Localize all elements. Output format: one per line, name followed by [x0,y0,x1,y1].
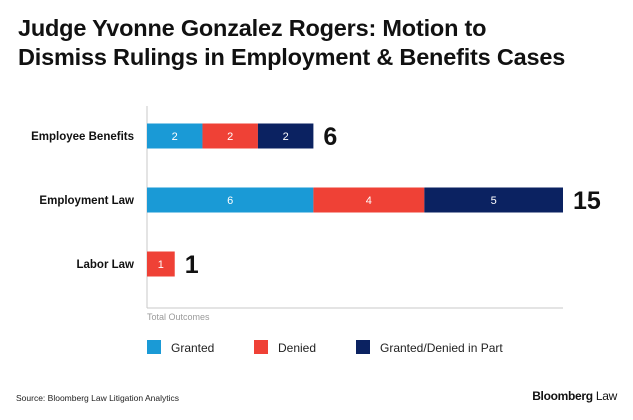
total-label-employment-law: 15 [573,187,601,215]
legend-label-granted-denied-in-part: Granted/Denied in Part [380,341,503,355]
bar-employee-benefits-granted-denied-in-part [257,123,314,149]
bloomberg-law-logo: Bloomberg Law [532,389,617,403]
legend-label-granted: Granted [171,341,214,355]
bar-employment-law-denied [313,187,425,213]
total-label-labor-law: 1 [185,251,199,279]
bar-labor-law-denied [147,251,175,277]
bar-label-employment-law-granted: 6 [227,195,233,207]
bar-label-labor-law-denied: 1 [158,259,164,271]
bar-label-employment-law-denied: 4 [366,195,372,207]
source-note: Source: Bloomberg Law Litigation Analyti… [16,393,180,403]
legend-swatch-granted-denied-in-part [356,340,370,354]
legend-swatch-granted [147,340,161,354]
brand-sub: Law [595,389,617,403]
category-label-employment-law: Employment Law [39,195,134,207]
bar-label-employee-benefits-granted: 2 [172,131,178,143]
bar-employment-law-granted [147,187,314,213]
category-label-employee-benefits: Employee Benefits [31,131,134,143]
bar-employment-law-granted-denied-in-part [424,187,563,213]
total-label-employee-benefits: 6 [323,123,337,151]
legend-label-denied: Denied [278,341,316,355]
bar-employee-benefits-denied [202,123,258,149]
bar-label-employee-benefits-granted-denied-in-part: 2 [283,131,289,143]
chart-title: Judge Yvonne Gonzalez Rogers: Motion to … [18,14,618,72]
bar-label-employee-benefits-denied: 2 [227,131,233,143]
brand-main: Bloomberg [532,389,593,403]
bar-label-employment-law-granted-denied-in-part: 5 [491,195,497,207]
bar-employee-benefits-granted [147,123,203,149]
legend-swatch-denied [254,340,268,354]
x-axis-label: Total Outcomes [147,312,210,322]
chart-title-line-2: Dismiss Rulings in Employment & Benefits… [18,44,566,70]
chart-title-line-1: Judge Yvonne Gonzalez Rogers: Motion to [18,15,487,41]
category-label-labor-law: Labor Law [76,259,134,271]
